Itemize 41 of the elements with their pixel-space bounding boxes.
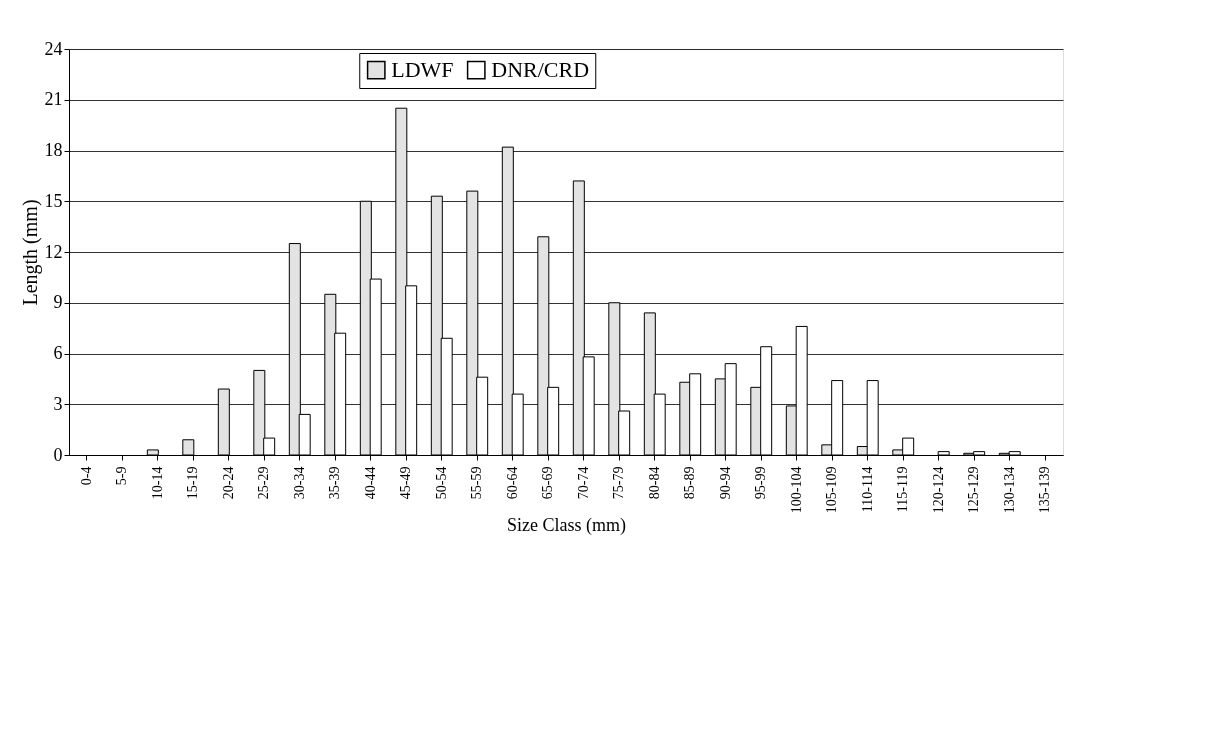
legend-label: DNR/CRD (491, 57, 590, 83)
x-tick-label: 25-29 (256, 466, 272, 500)
x-tick-label: 115-119 (895, 466, 911, 513)
y-tick-label: 0 (53, 444, 63, 465)
x-tick-label: 10-14 (149, 466, 165, 500)
x-tick-label: 85-89 (682, 466, 698, 500)
x-tick-label: 105-109 (824, 466, 840, 514)
x-tick-label: 60-64 (504, 466, 520, 500)
x-tick-label: 75-79 (611, 466, 627, 500)
y-tick-label: 15 (44, 190, 63, 211)
y-tick-label: 9 (53, 292, 63, 313)
x-tick-label: 0-4 (78, 466, 94, 486)
x-tick-label: 45-49 (398, 466, 414, 500)
x-tick-label: 35-39 (327, 466, 343, 500)
x-tick-label: 120-124 (930, 466, 946, 514)
x-tick-label: 65-69 (540, 466, 556, 500)
x-tick-label: 90-94 (717, 466, 733, 500)
x-tick-label: 100-104 (788, 466, 804, 514)
y-axis-title: Length (mm) (18, 199, 42, 306)
x-tick-label: 55-59 (469, 466, 485, 500)
x-tick-label: 40-44 (362, 466, 378, 500)
x-tick-label: 20-24 (220, 466, 236, 500)
y-tick-label: 12 (44, 241, 63, 262)
x-tick-label: 95-99 (753, 466, 769, 500)
y-tick-label: 24 (44, 38, 63, 59)
x-tick-label: 5-9 (114, 466, 130, 486)
x-tick-label: 50-54 (433, 466, 449, 500)
x-tick-label: 70-74 (575, 466, 591, 500)
x-tick-label: 130-134 (1001, 466, 1017, 514)
x-tick-label: 110-114 (859, 466, 875, 513)
y-tick-label: 6 (53, 343, 63, 363)
x-tick-label: 30-34 (291, 466, 307, 500)
x-axis-title: Size Class (mm) (507, 515, 626, 537)
x-tick-label: 125-129 (966, 466, 982, 514)
legend-label: LDWF (391, 57, 454, 83)
x-tick-label: 15-19 (185, 466, 201, 500)
x-tick-label: 135-139 (1037, 466, 1053, 514)
y-tick-label: 3 (53, 393, 63, 414)
y-tick-label: 18 (44, 140, 63, 160)
y-tick-label: 21 (44, 89, 63, 110)
x-tick-label: 80-84 (646, 466, 662, 500)
